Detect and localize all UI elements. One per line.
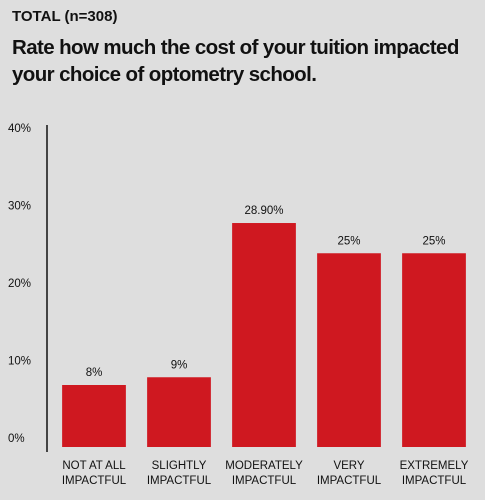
bar bbox=[232, 223, 296, 447]
y-tick-label: 20% bbox=[8, 278, 31, 290]
value-label: 8% bbox=[86, 367, 103, 379]
bar bbox=[402, 253, 466, 447]
chart-title: Rate how much the cost of your tuition i… bbox=[12, 36, 459, 86]
x-tick-label: NOT AT ALL IMPACTFUL bbox=[61, 460, 127, 487]
x-tick-label: EXTREMELY IMPACTFUL bbox=[399, 460, 469, 487]
y-tick-label: 40% bbox=[8, 123, 31, 135]
bar bbox=[62, 385, 126, 447]
x-tick-label: MODERATELY IMPACTFUL bbox=[225, 460, 303, 487]
value-label: 25% bbox=[422, 235, 445, 247]
value-label: 25% bbox=[337, 235, 360, 247]
value-label: 28.90% bbox=[244, 205, 283, 217]
chart-subtitle: TOTAL (n=308) bbox=[12, 8, 118, 25]
bar bbox=[317, 253, 381, 447]
x-tick-label: SLIGHTLY IMPACTFUL bbox=[146, 460, 212, 487]
bar bbox=[147, 377, 211, 447]
x-tick-label: VERY IMPACTFUL bbox=[316, 460, 382, 487]
y-tick-label: 30% bbox=[8, 201, 31, 213]
value-label: 9% bbox=[171, 359, 188, 371]
y-tick-label: 0% bbox=[8, 433, 25, 445]
y-tick-label: 10% bbox=[8, 356, 31, 368]
